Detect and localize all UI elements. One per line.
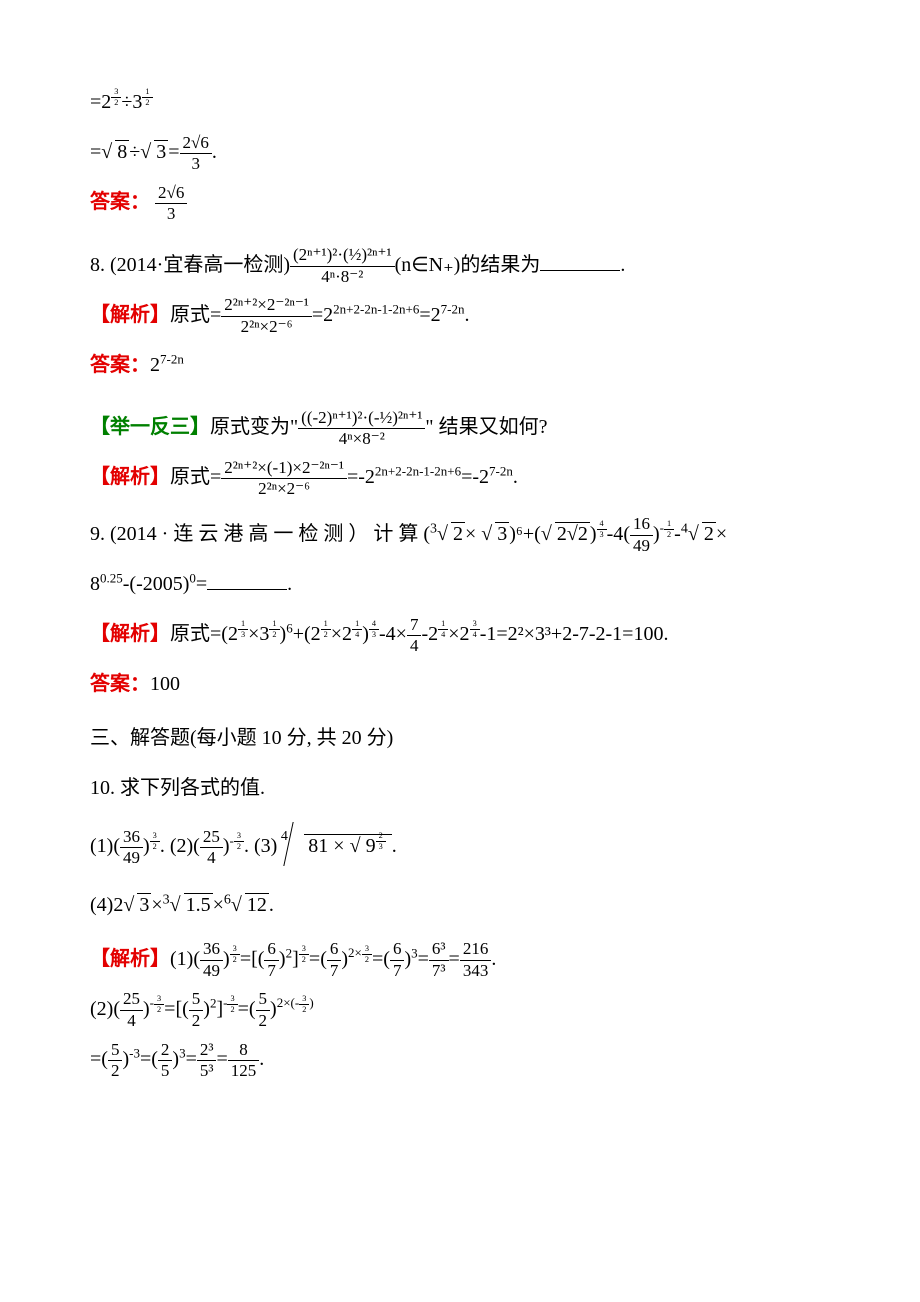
q9-solution: 【解析】原式=(213×312)6+(212×214)43-4×74-214×2… xyxy=(90,612,830,656)
q10-sol-1: 【解析】(1)(3649)32=[(67)2]32=(67)2×32=(67)3… xyxy=(90,937,830,981)
q10-part-4: (4)23×31.5×612. xyxy=(90,883,830,927)
expr-line-2: =8÷3=2√63. xyxy=(90,130,830,174)
blank-field xyxy=(540,250,620,271)
answer-1: 答案： 2√63 xyxy=(90,180,830,224)
q10-sol-2-line1: (2)(254)-32=[(52)2]-32=(52)2×(-32) xyxy=(90,987,830,1031)
question-9-line1: 9. (2014 · 连 云 港 高 一 检 测 ） 计 算 (32× 3)⁶+… xyxy=(90,512,830,556)
question-9-line2: 80.25-(-2005)0=. xyxy=(90,562,830,606)
q8-solution: 【解析】原式=2²ⁿ⁺²×2⁻²ⁿ⁻¹2²ⁿ×2⁻⁶=22n+2-2n-1-2n… xyxy=(90,293,830,337)
blank-field xyxy=(207,569,287,590)
variant: 【举一反三】原式变为"((-2)ⁿ⁺¹)²·(-½)²ⁿ⁺¹4ⁿ×8⁻²" 结果… xyxy=(90,405,830,449)
variant-solution: 【解析】原式=2²ⁿ⁺²×(-1)×2⁻²ⁿ⁻¹2²ⁿ×2⁻⁶=-22n+2-2… xyxy=(90,455,830,499)
question-10: 10. 求下列各式的值. xyxy=(90,766,830,810)
q8-answer: 答案：27-2n xyxy=(90,343,830,387)
q10-parts-123: (1)(3649)32. (2)(254)-32. (3) 481 × 923. xyxy=(90,824,830,868)
expr-line-1: =232÷312 xyxy=(90,80,830,124)
section-3-heading: 三、解答题(每小题 10 分, 共 20 分) xyxy=(90,716,830,760)
q9-answer: 答案：100 xyxy=(90,662,830,706)
q10-sol-2-line2: =(52)-3=(25)3=2³5³=8125. xyxy=(90,1037,830,1081)
question-8: 8. (2014·宜春高一检测)(2ⁿ⁺¹)²·(½)²ⁿ⁺¹4ⁿ·8⁻²(n∈… xyxy=(90,243,830,287)
